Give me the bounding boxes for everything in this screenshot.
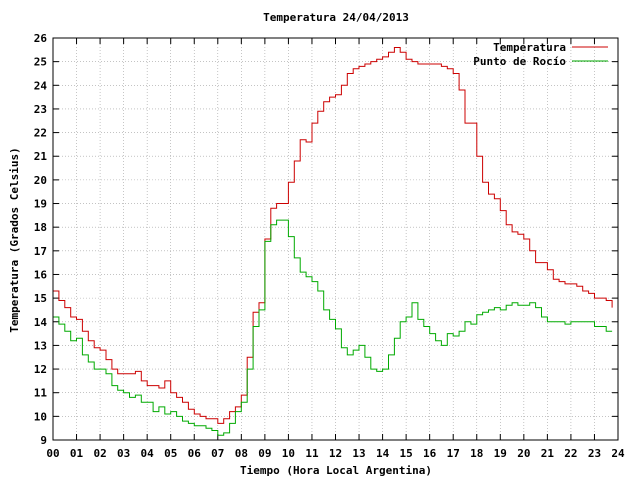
y-tick-label: 12 — [34, 363, 47, 376]
x-tick-label: 02 — [93, 447, 106, 460]
x-tick-label: 20 — [517, 447, 530, 460]
y-tick-labels: 9 10 11 12 13 14 15 16 17 18 19 20 21 22 23 24 25 26 — [34, 32, 48, 447]
x-tick-label: 22 — [564, 447, 577, 460]
x-tick-label: 16 — [423, 447, 437, 460]
x-tick-label: 03 — [117, 447, 130, 460]
x-tick-label: 24 — [611, 447, 625, 460]
x-tick-label: 14 — [376, 447, 390, 460]
x-axis-label: Tiempo (Hora Local Argentina) — [240, 464, 432, 477]
x-tick-label: 21 — [541, 447, 555, 460]
y-tick-label: 24 — [34, 79, 48, 92]
y-tick-label: 14 — [34, 316, 48, 329]
y-tick-label: 9 — [40, 434, 47, 447]
x-tick-label: 07 — [211, 447, 224, 460]
x-tick-label: 11 — [305, 447, 319, 460]
chart-title: Temperatura 24/04/2013 — [263, 11, 409, 24]
legend-label-temperatura: Temperatura — [493, 41, 566, 54]
y-tick-label: 21 — [34, 150, 48, 163]
x-tick-label: 09 — [258, 447, 271, 460]
x-tick-label: 23 — [588, 447, 601, 460]
y-tick-label: 13 — [34, 339, 47, 352]
y-axis-label: Temperatura (Grados Celsius) — [8, 147, 21, 332]
y-tick-label: 11 — [34, 387, 48, 400]
grid — [52, 37, 619, 441]
y-tick-label: 18 — [34, 221, 47, 234]
legend: Temperatura Punto de Rocío — [473, 41, 608, 68]
x-tick-label: 00 — [46, 447, 59, 460]
x-tick-label: 15 — [400, 447, 413, 460]
x-tick-label: 17 — [447, 447, 460, 460]
y-tick-label: 16 — [34, 268, 48, 281]
x-tick-label: 01 — [70, 447, 84, 460]
y-tick-label: 17 — [34, 245, 47, 258]
x-tick-label: 10 — [282, 447, 295, 460]
legend-label-punto-de-rocio: Punto de Rocío — [473, 55, 566, 68]
plot-frame — [52, 37, 619, 441]
x-tick-label: 13 — [352, 447, 365, 460]
x-tick-label: 04 — [141, 447, 155, 460]
x-tick-label: 18 — [470, 447, 483, 460]
y-tick-label: 10 — [34, 410, 47, 423]
y-tick-label: 23 — [34, 103, 47, 116]
series-layer — [53, 47, 613, 436]
x-tick-label: 19 — [494, 447, 507, 460]
y-tick-label: 22 — [34, 127, 47, 140]
x-tick-label: 12 — [329, 447, 342, 460]
series-punto-de-rocio-line — [53, 219, 613, 436]
x-tick-label: 05 — [164, 447, 177, 460]
y-tick-label: 20 — [34, 174, 47, 187]
x-tick-label: 08 — [235, 447, 248, 460]
y-tick-label: 19 — [34, 198, 47, 211]
y-tick-label: 25 — [34, 56, 47, 69]
x-tick-labels: 00 01 02 03 04 05 06 07 08 09 10 11 12 13 14 15 16 17 18 19… — [46, 447, 625, 460]
x-tick-label: 06 — [188, 447, 202, 460]
series-temperatura-line — [53, 47, 613, 424]
y-tick-label: 26 — [34, 32, 48, 45]
y-tick-label: 15 — [34, 292, 47, 305]
